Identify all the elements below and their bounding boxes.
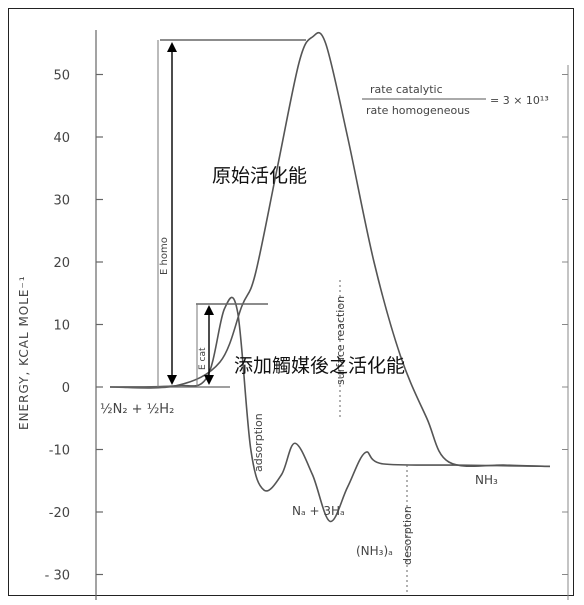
desorption-label: desorption [401, 506, 414, 565]
y-tick-label: -10 [49, 444, 70, 459]
intermediate2-label: (NH₃)ₐ [356, 544, 393, 558]
y-tick-label: 50 [53, 69, 70, 84]
y-tick-label: 20 [53, 256, 70, 271]
catalyzed-annotation: 添加觸媒後之活化能 [234, 355, 405, 377]
product-label: NH₃ [475, 473, 498, 487]
uncatalyzed-annotation: 原始活化能 [212, 165, 307, 187]
y-tick-label: 10 [53, 319, 70, 334]
y-tick-label: 30 [53, 194, 70, 209]
adsorption-label: adsorption [252, 413, 265, 472]
ratio-value: = 3 × 10¹³ [490, 94, 549, 107]
reactant-label: ½N₂ + ½H₂ [100, 402, 174, 417]
e-cat-label: E cat [198, 347, 208, 370]
y-tick-label: - 30 [45, 569, 70, 584]
y-tick-label: 0 [62, 381, 70, 396]
uncatalyzed-energy-curve [109, 31, 551, 468]
surface-reaction-label: surface reaction [334, 296, 347, 385]
catalyzed-energy-curve [109, 296, 551, 523]
ratio-denominator: rate homogeneous [366, 104, 470, 117]
intermediate1-label: Nₐ + 3Hₐ [292, 504, 345, 518]
y-tick-label: 40 [53, 131, 70, 146]
y-tick-label: -20 [49, 506, 70, 521]
y-axis-title: ENERGY, KCAL MOLE⁻¹ [17, 275, 31, 430]
chart-frame [8, 8, 574, 596]
ratio-numerator: rate catalytic [370, 83, 443, 96]
e-homo-label: E homo [159, 237, 170, 275]
